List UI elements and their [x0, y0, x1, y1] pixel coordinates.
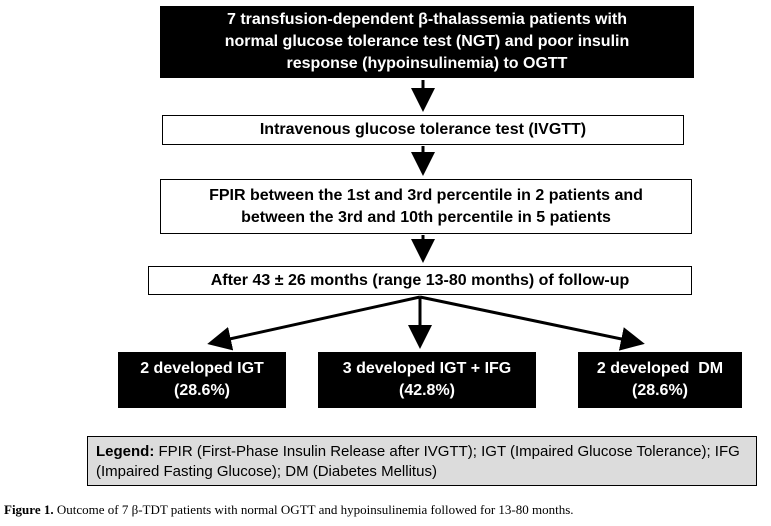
fpir-box-line1: FPIR between the 1st and 3rd percentile …: [209, 186, 643, 204]
followup-box-text: After 43 ± 26 months (range 13-80 months…: [210, 271, 630, 289]
outcome-igt-ifg-box: 3 developed IGT + IFG (42.8%): [318, 352, 536, 408]
legend-label: Legend:: [96, 443, 155, 460]
outcome-dm-box: 2 developed DM (28.6%): [578, 352, 742, 408]
arrow-to-outcome-left: [207, 295, 421, 351]
followup-box: After 43 ± 26 months (range 13-80 months…: [148, 266, 692, 295]
start-box-line1: 7 transfusion-dependent β-thalassemia pa…: [226, 11, 628, 28]
outcome-igt-ifg-percent: (42.8%): [398, 382, 456, 399]
legend-box: Legend: FPIR (First-Phase Insulin Releas…: [87, 436, 757, 486]
outcome-igt-label: 2 developed IGT: [140, 360, 264, 377]
outcome-igt-percent: (28.6%): [173, 382, 231, 399]
outcome-dm-label: 2 developed DM: [596, 360, 724, 377]
caption-text: Outcome of 7 β-TDT patients with normal …: [56, 502, 574, 517]
outcome-igt-box: 2 developed IGT (28.6%): [118, 352, 286, 408]
start-box-line2: normal glucose tolerance test (NGT) and …: [224, 33, 630, 50]
arrow-to-outcome-right: [419, 295, 645, 351]
fpir-box-line2: between the 3rd and 10th percentile in 5…: [241, 208, 611, 226]
fpir-box: FPIR between the 1st and 3rd percentile …: [160, 179, 692, 234]
legend-text: FPIR (First-Phase Insulin Release after …: [96, 443, 740, 480]
start-box-line3: response (hypoinsulinemia) to OGTT: [286, 55, 568, 72]
outcome-igt-ifg-label: 3 developed IGT + IFG: [342, 360, 512, 377]
figure-caption: Figure 1. Outcome of 7 β-TDT patients wi…: [4, 502, 764, 518]
ivgtt-box: Intravenous glucose tolerance test (IVGT…: [162, 115, 684, 145]
outcome-dm-percent: (28.6%): [631, 382, 689, 399]
start-box: 7 transfusion-dependent β-thalassemia pa…: [160, 6, 694, 78]
ivgtt-box-text: Intravenous glucose tolerance test (IVGT…: [259, 121, 587, 138]
caption-label: Figure 1.: [4, 502, 54, 517]
